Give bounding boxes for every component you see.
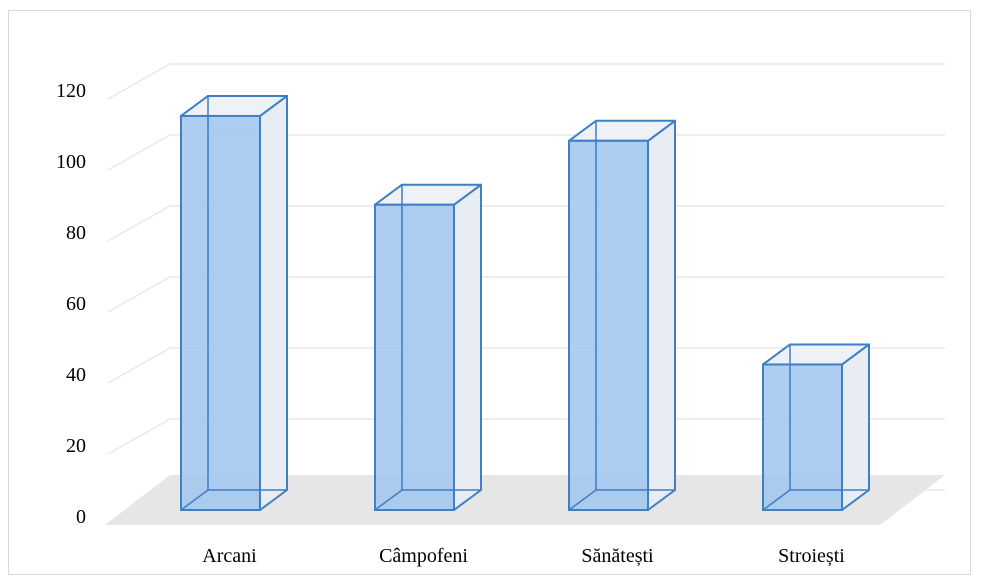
bar-sănătești (568, 119, 676, 512)
gridline-60 (107, 276, 945, 313)
y-tick-label-60: 60 (66, 293, 86, 315)
gridline-100 (107, 134, 945, 171)
gridline-40 (107, 347, 945, 384)
y-tick-label-0: 0 (76, 506, 86, 528)
bar-side-face (841, 343, 870, 511)
gridline-20 (107, 418, 945, 455)
x-category-label-0: Arcani (202, 545, 257, 567)
bar-câmpofeni (374, 183, 482, 511)
chart-floor (105, 475, 945, 525)
y-tick-label-20: 20 (66, 435, 86, 457)
x-axis-category-labels: Arcani Câmpofeni Sănătești Stroiești (202, 545, 845, 567)
bar-side-face (453, 183, 482, 511)
bar-side-face (647, 119, 676, 511)
bar-side-face (259, 94, 288, 511)
bar-front-face (180, 114, 261, 511)
y-tick-label-100: 100 (56, 151, 86, 173)
bar-arcani (180, 94, 288, 511)
bar-base-edge (568, 489, 597, 511)
y-tick-label-80: 80 (66, 222, 86, 244)
gridline-120 (107, 63, 945, 100)
bar-base-edge (762, 489, 791, 511)
bar-front-face (374, 203, 455, 511)
gridline-80 (107, 205, 945, 242)
bar-base-edge (180, 489, 209, 511)
bar-front-face (568, 139, 649, 512)
y-tick-label-120: 120 (56, 80, 86, 102)
bar-base-edge (374, 489, 403, 511)
x-category-label-1: Câmpofeni (379, 545, 468, 567)
x-category-label-2: Sănătești (581, 545, 654, 567)
bar-front-face (762, 363, 843, 512)
bar-stroiești (762, 343, 870, 512)
y-axis-tick-labels: 0 20 40 60 80 100 120 (56, 80, 86, 528)
x-category-label-3: Stroiești (778, 545, 845, 567)
bars (180, 94, 870, 512)
floor-plane (105, 475, 945, 525)
y-tick-label-40: 40 (66, 364, 86, 386)
